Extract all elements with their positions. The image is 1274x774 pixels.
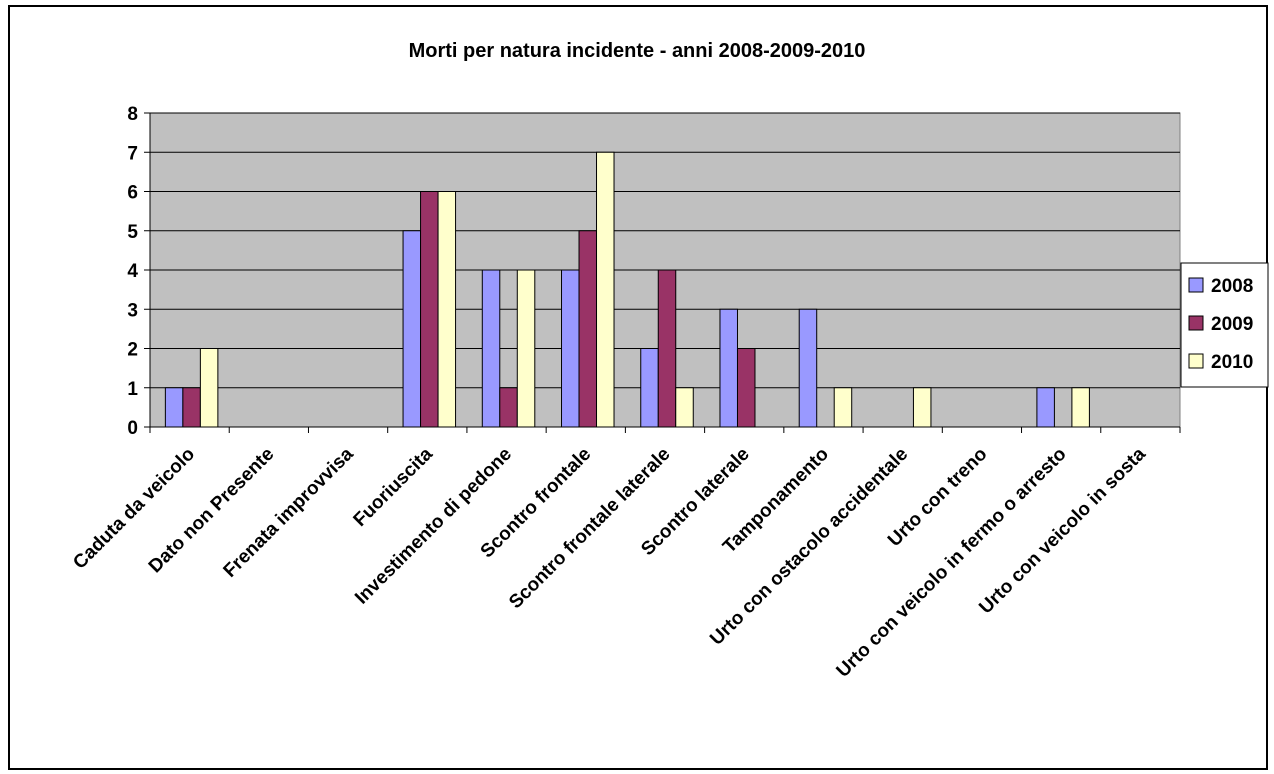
legend-swatch-2009 [1188,315,1204,331]
bar-2010 [833,387,853,428]
bar-2010 [437,191,457,428]
bar-2008 [164,387,184,428]
legend-label: 2009 [1211,314,1253,335]
x-tick-label: Scontro frontale laterale [505,444,674,613]
bar-2008 [402,230,422,428]
bar-2008 [640,348,659,428]
x-tick-label: Fuoriuscita [350,443,438,531]
y-tick-label: 2 [127,340,138,361]
bar-2009 [578,230,598,428]
y-tick-label: 8 [127,104,138,125]
bar-2010 [1071,387,1090,428]
bar-2010 [516,269,536,428]
bar-2008 [561,269,580,428]
y-tick-label: 4 [127,261,138,282]
axes [144,112,1181,433]
legend-label: 2008 [1211,276,1253,297]
legend-label: 2010 [1211,352,1253,373]
bar-2008 [481,269,501,428]
y-tick-label: 5 [127,222,138,243]
bar-2009 [420,191,439,428]
x-tick-label: Frenata improvvisa [220,443,358,581]
y-tick-label: 0 [127,418,138,439]
bar-2008 [1036,387,1055,428]
bar-2009 [182,387,201,428]
y-tick-label: 3 [127,300,138,321]
x-tick-label: Urto con veicolo in sosta [975,443,1150,618]
legend-swatch-2008 [1188,277,1204,293]
x-tick-label: Investimento di pedone [351,444,516,609]
bar-2010 [596,151,615,428]
bar-2008 [798,308,818,428]
y-tick-label: 6 [127,183,138,204]
bar-2009 [657,269,677,428]
y-tick-labels: 0 1 2 3 4 5 6 7 8 [127,104,138,439]
bar-2010 [199,348,219,428]
chart-title: Morti per natura incidente - anni 2008-2… [409,40,866,62]
bar-2008 [719,308,738,428]
legend: 2008 2009 2010 [1180,262,1269,388]
bar-2010 [675,387,694,428]
bar-2010 [912,387,932,428]
legend-swatch-2010 [1188,353,1204,369]
y-tick-label: 1 [127,379,138,400]
bar-2009 [736,348,756,428]
bar-2009 [499,387,518,428]
bars [164,151,1090,428]
y-tick-label: 7 [127,143,138,164]
